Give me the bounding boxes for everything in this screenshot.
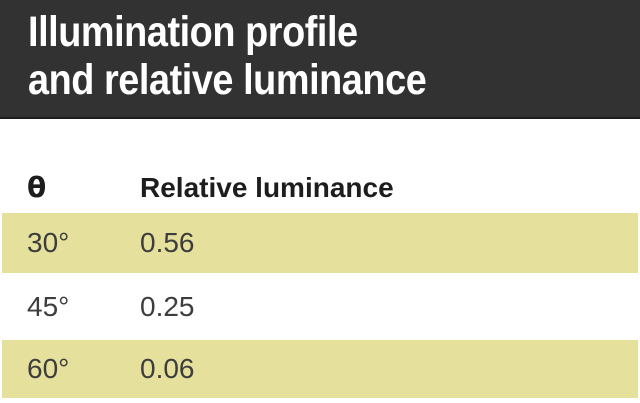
title-bar: Illumination profile and relative lumina… xyxy=(0,0,640,119)
luminance-value: 0.56 xyxy=(140,227,195,258)
panel-title-line-2: and relative luminance xyxy=(28,56,427,104)
column-header-relative-luminance: Relative luminance xyxy=(140,172,394,203)
theta-value: 45° xyxy=(27,290,70,322)
panel-title-line-1: Illumination profile xyxy=(28,8,358,56)
table-row: 30° 0.56 xyxy=(2,213,638,273)
luminance-table: θ Relative luminance 30° 0.56 45° 0.25 6… xyxy=(2,111,638,403)
theta-value: 30° xyxy=(27,227,70,258)
bottom-margin xyxy=(2,398,638,403)
table-row: 60° 0.06 xyxy=(2,340,638,398)
luminance-value: 0.06 xyxy=(140,353,195,384)
luminance-value: 0.25 xyxy=(140,290,195,322)
column-header-theta: θ xyxy=(27,171,47,204)
theta-value: 60° xyxy=(27,353,70,384)
table-header-row: θ Relative luminance xyxy=(2,111,638,213)
table-row: 45° 0.25 xyxy=(2,273,638,340)
